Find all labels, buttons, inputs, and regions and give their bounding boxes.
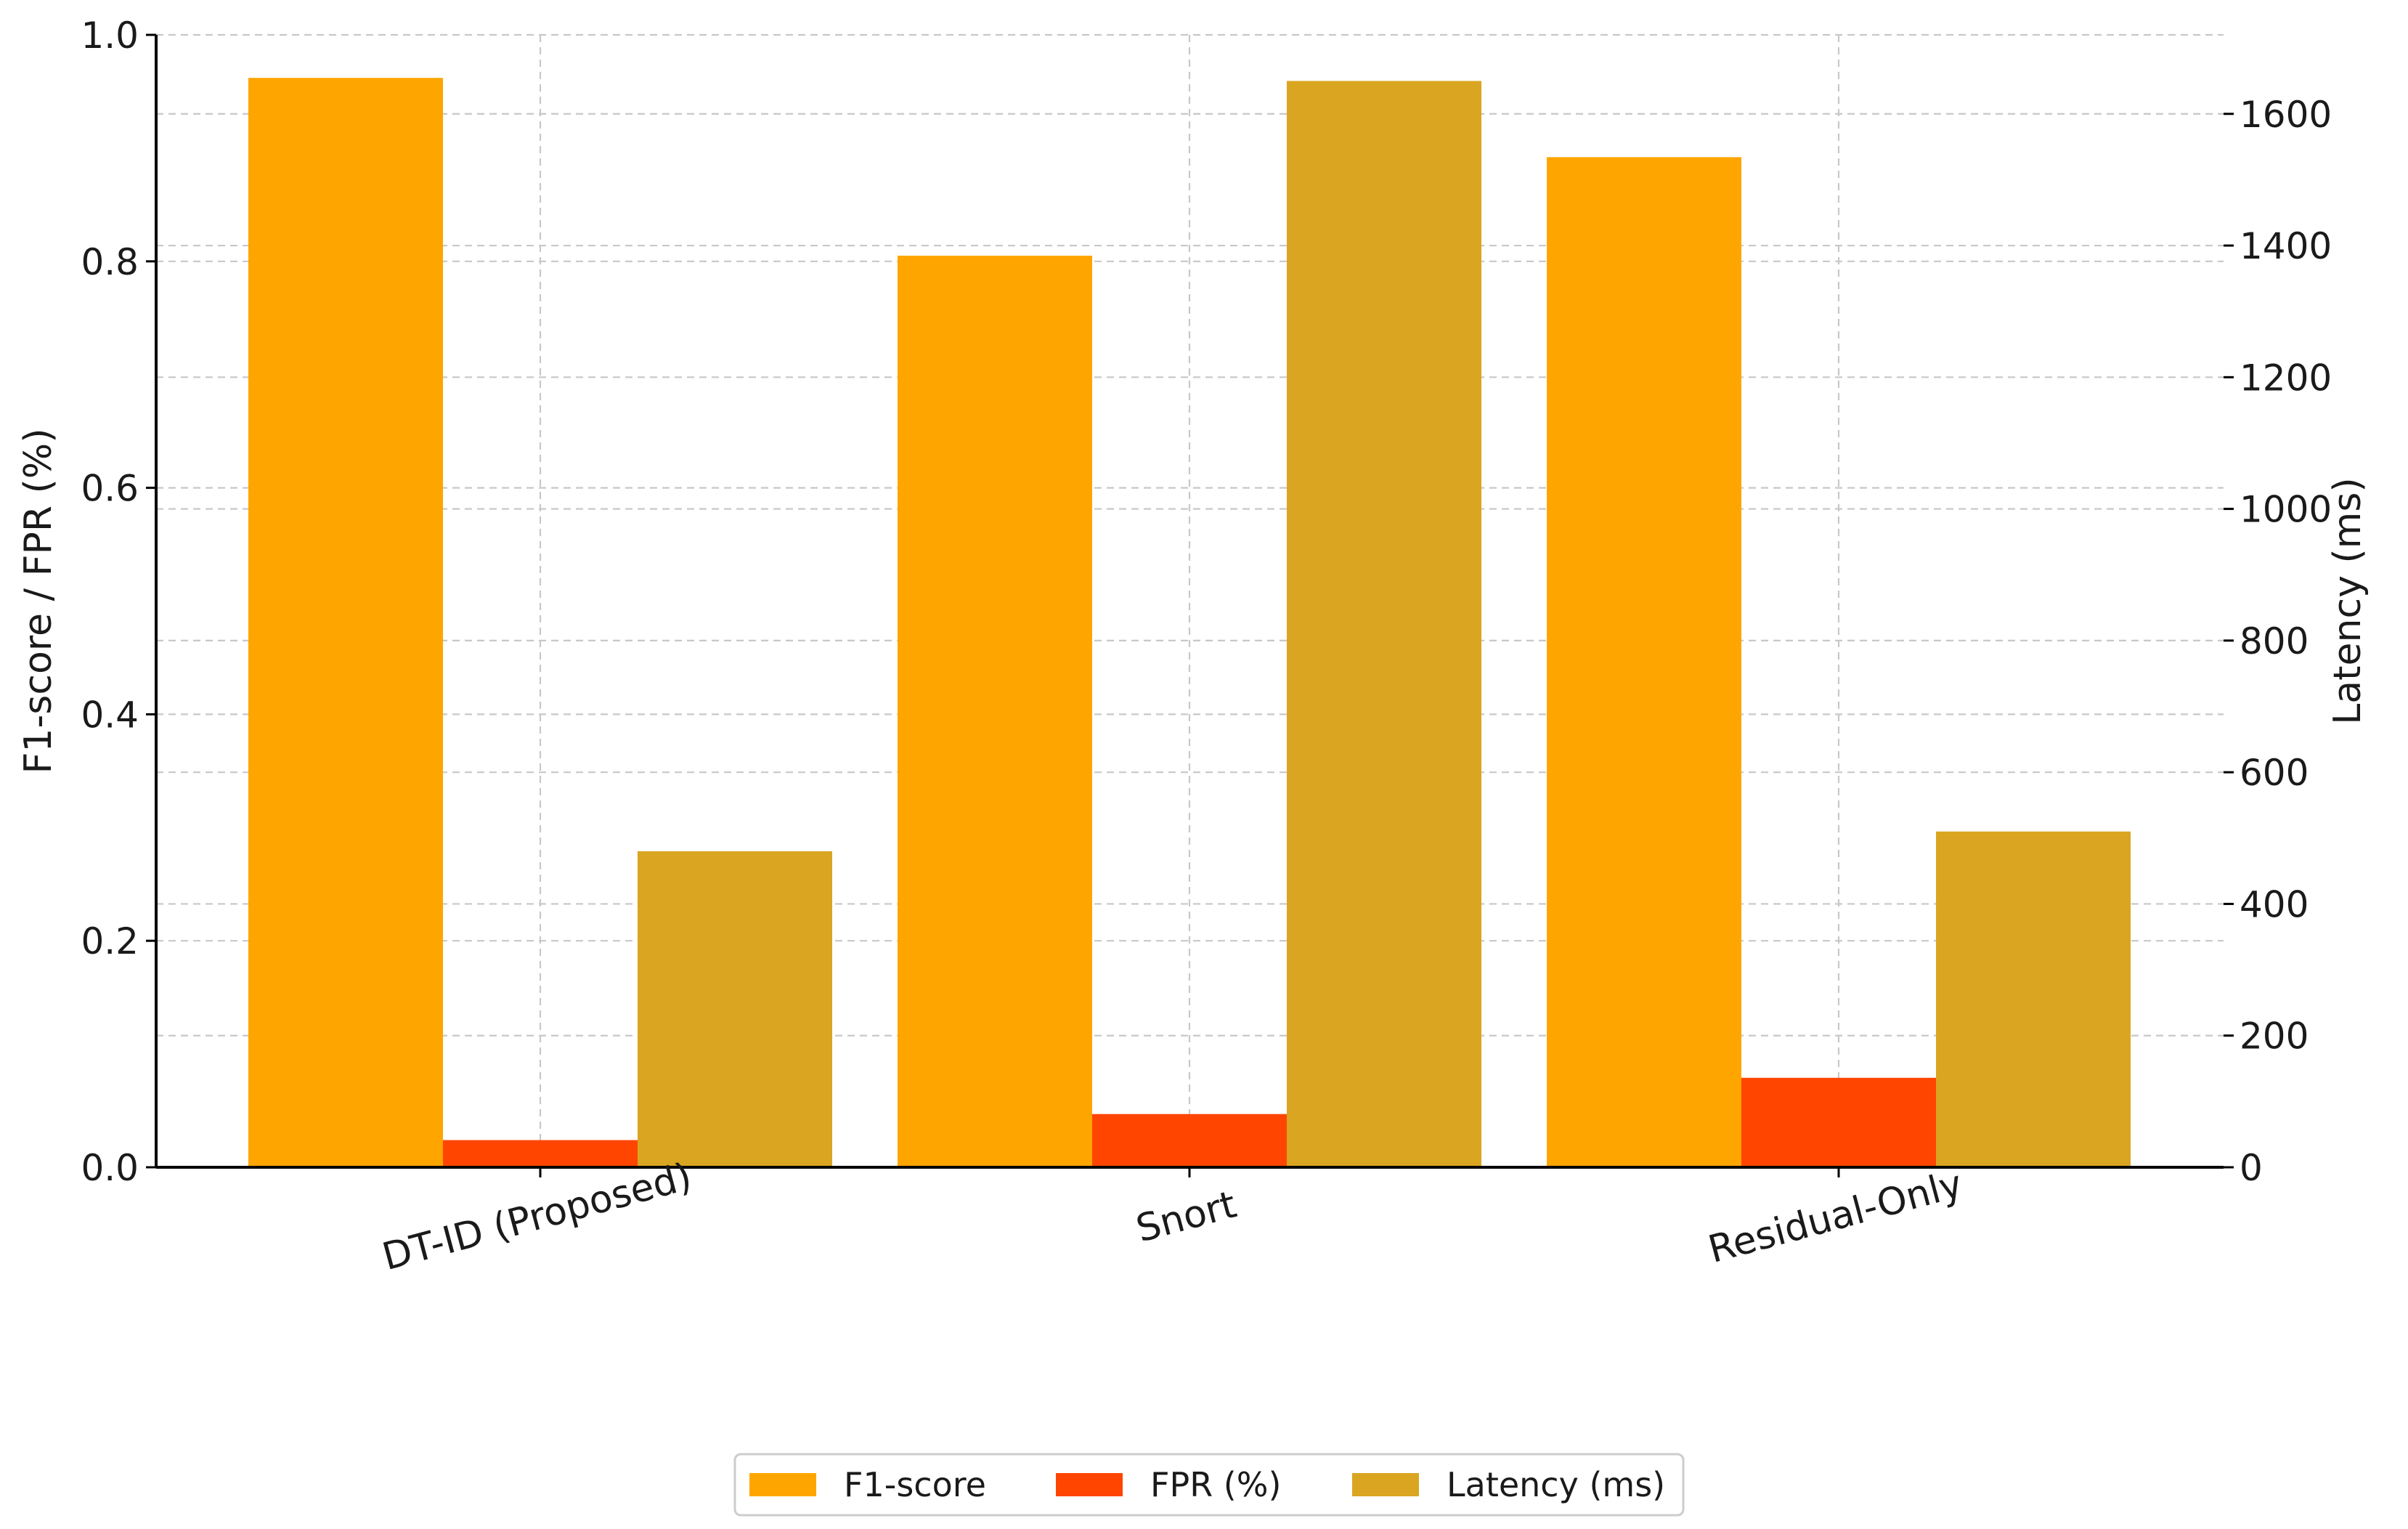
y2-tick-label: 600 — [2240, 752, 2309, 794]
axis-layer — [146, 33, 2234, 1177]
bar-latency-ms — [638, 851, 832, 1167]
bar-f1-score — [1547, 157, 1741, 1168]
bar-fpr — [1092, 1114, 1287, 1167]
y-tick-label: 0.8 — [81, 241, 139, 283]
y2-tick-label: 0 — [2240, 1147, 2263, 1189]
grid-layer — [156, 33, 2224, 1169]
y2-axis-title: Latency (ms) — [2326, 477, 2370, 724]
y2-tick-label: 400 — [2240, 883, 2309, 925]
bar-f1-score — [898, 256, 1092, 1167]
y2-tick-label: 800 — [2240, 620, 2309, 662]
y2-tick-label: 1600 — [2240, 94, 2332, 136]
bar-layer — [248, 78, 2131, 1168]
y-axis-title: F1-score / FPR (%) — [17, 429, 60, 774]
bar-f1-score — [248, 78, 443, 1168]
x-tick-label: DT-ID (Proposed) — [378, 1155, 696, 1279]
x-tick-label: Snort — [1131, 1183, 1240, 1252]
y2-tick-label: 1200 — [2240, 357, 2332, 399]
legend-frame — [733, 1453, 1685, 1517]
bar-latency-ms — [1936, 831, 2131, 1167]
y-tick-label: 1.0 — [81, 15, 139, 57]
bar-latency-ms — [1287, 81, 1481, 1168]
y-tick-label: 0.4 — [81, 694, 139, 736]
y-tick-label: 0.6 — [81, 468, 139, 510]
y2-tick-label: 200 — [2240, 1015, 2309, 1058]
legend-label: F1-score — [844, 1465, 986, 1504]
y2-tick-label: 1400 — [2240, 225, 2332, 267]
legend-swatch — [1056, 1473, 1123, 1496]
y2-tick-label: 1000 — [2240, 489, 2332, 531]
bar-fpr — [443, 1140, 638, 1167]
y-tick-label: 0.2 — [81, 920, 139, 962]
x-tick-label: Residual-Only — [1704, 1162, 1966, 1272]
legend: F1-score FPR (%) Latency (ms) — [733, 1453, 1685, 1517]
legend-swatch — [749, 1473, 816, 1496]
legend-swatch — [1352, 1473, 1419, 1496]
legend-label: Latency (ms) — [1447, 1465, 1665, 1504]
legend-label: FPR (%) — [1150, 1465, 1281, 1504]
y-tick-label: 0.0 — [81, 1147, 139, 1189]
bar-fpr — [1741, 1077, 1936, 1167]
